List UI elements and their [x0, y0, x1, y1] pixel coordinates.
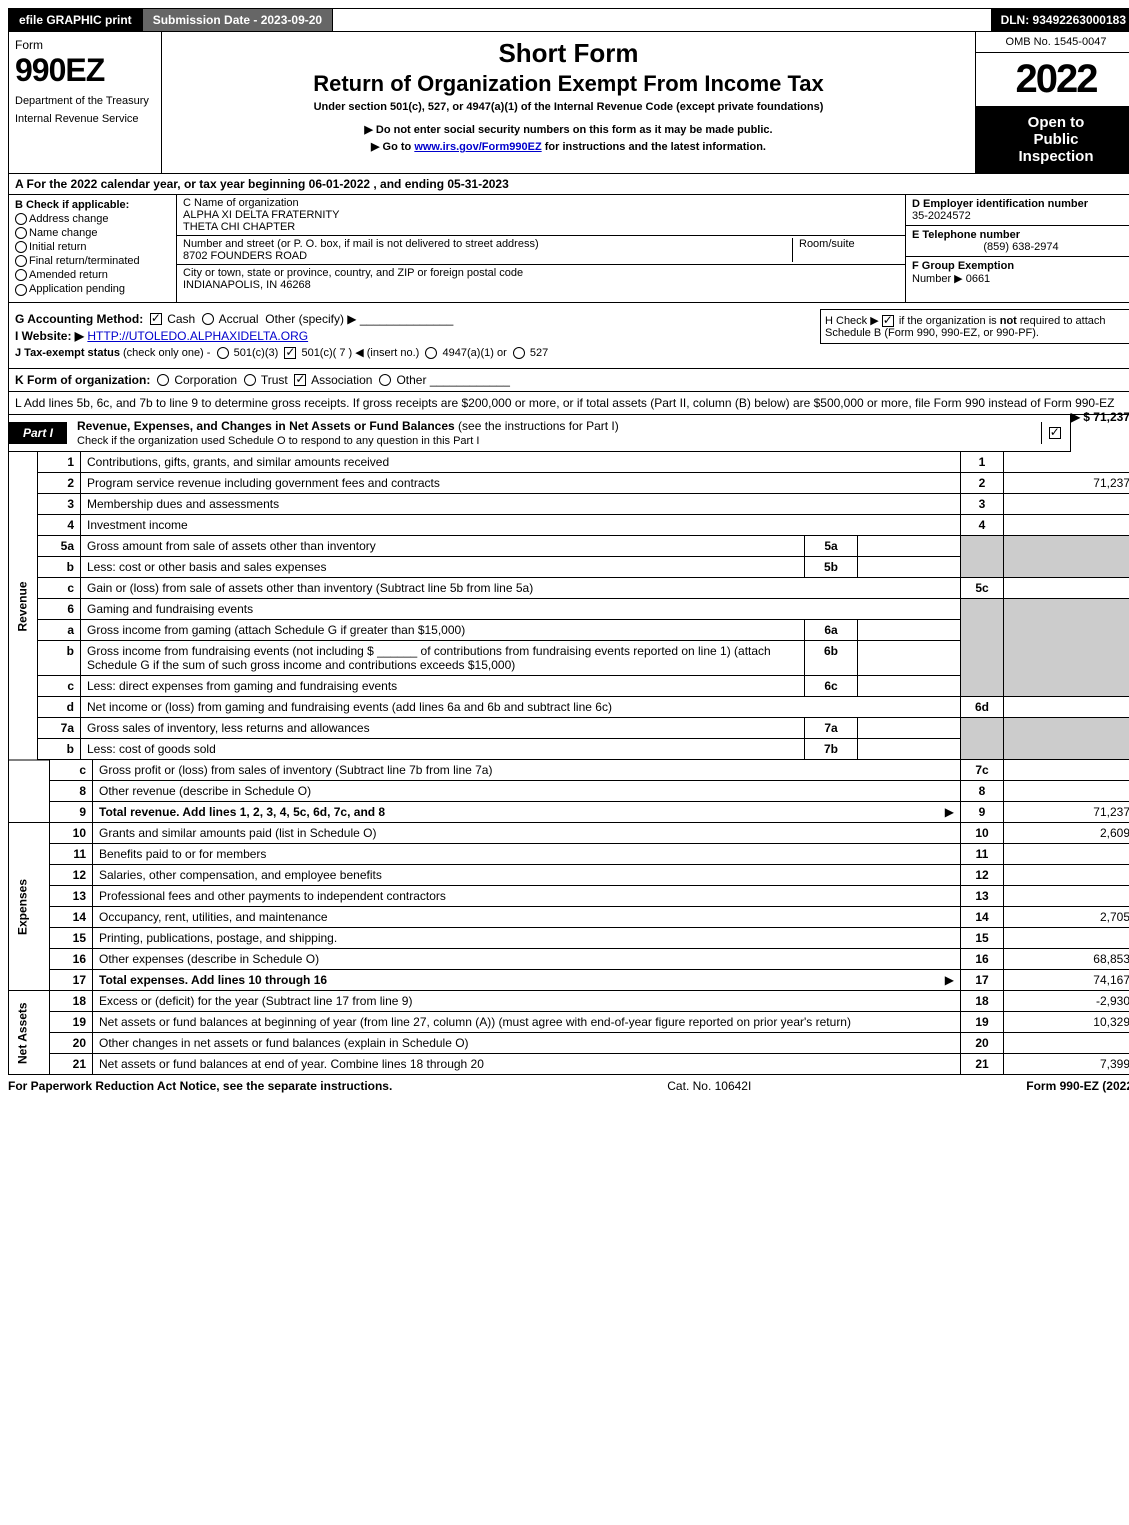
cb-501c3[interactable]: [217, 347, 229, 359]
cb-final-return[interactable]: Final return/terminated: [15, 255, 170, 267]
footer-right: Form 990-EZ (2022): [1026, 1079, 1129, 1093]
footer-center: Cat. No. 10642I: [667, 1079, 751, 1093]
section-k: K Form of organization: Corporation Trus…: [8, 369, 1129, 392]
cb-4947[interactable]: [425, 347, 437, 359]
irs-link[interactable]: www.irs.gov/Form990EZ: [414, 141, 541, 153]
h-checkbox[interactable]: [882, 315, 894, 327]
ssn-warning: ▶ Do not enter social security numbers o…: [174, 123, 963, 136]
cb-other-org[interactable]: [379, 374, 391, 386]
cb-501c[interactable]: [284, 347, 296, 359]
side-revenue: Revenue: [9, 452, 38, 760]
omb-number: OMB No. 1545-0047: [976, 32, 1129, 53]
section-j: J Tax-exempt status (check only one) - 5…: [15, 346, 1129, 359]
cb-527[interactable]: [513, 347, 525, 359]
section-b: B Check if applicable: Address change Na…: [9, 195, 177, 302]
cb-name-change[interactable]: Name change: [15, 227, 170, 239]
section-b-label: B Check if applicable:: [15, 199, 170, 211]
phone-value: (859) 638-2974: [912, 241, 1129, 253]
under-section-text: Under section 501(c), 527, or 4947(a)(1)…: [174, 101, 963, 113]
short-form-title: Short Form: [174, 38, 963, 69]
tax-year: 2022: [976, 53, 1129, 106]
form-label: Form: [15, 38, 155, 52]
dln-cell: DLN: 93492263000183: [991, 9, 1129, 31]
section-l: L Add lines 5b, 6c, and 7b to line 9 to …: [8, 392, 1129, 415]
room-suite-label: Room/suite: [799, 238, 899, 250]
part-1-table-2: c Gross profit or (loss) from sales of i…: [8, 760, 1129, 1076]
cb-amended-return[interactable]: Amended return: [15, 269, 170, 281]
row-a-tax-year: A For the 2022 calendar year, or tax yea…: [8, 174, 1129, 195]
org-name-label: C Name of organization: [183, 197, 899, 209]
org-name-2: THETA CHI CHAPTER: [183, 221, 899, 233]
schedule-o-checkbox[interactable]: [1041, 422, 1070, 444]
org-name-1: ALPHA XI DELTA FRATERNITY: [183, 209, 899, 221]
group-label2: Number ▶: [912, 273, 963, 285]
cb-application-pending[interactable]: Application pending: [15, 283, 170, 295]
street-label: Number and street (or P. O. box, if mail…: [183, 238, 786, 250]
submission-date-cell: Submission Date - 2023-09-20: [143, 9, 333, 31]
cb-address-change[interactable]: Address change: [15, 213, 170, 225]
group-label: F Group Exemption: [912, 260, 1014, 272]
return-title: Return of Organization Exempt From Incom…: [174, 71, 963, 97]
cb-association[interactable]: [294, 374, 306, 386]
page-footer: For Paperwork Reduction Act Notice, see …: [8, 1075, 1129, 1097]
section-ghij: H Check ▶ if the organization is not req…: [8, 303, 1129, 369]
dept-irs: Internal Revenue Service: [15, 113, 155, 125]
footer-left: For Paperwork Reduction Act Notice, see …: [8, 1079, 392, 1093]
city-value: INDIANAPOLIS, IN 46268: [183, 279, 899, 291]
section-c: C Name of organization ALPHA XI DELTA FR…: [177, 195, 905, 302]
city-label: City or town, state or province, country…: [183, 267, 899, 279]
cb-accrual[interactable]: [202, 313, 214, 325]
section-def: D Employer identification number 35-2024…: [905, 195, 1129, 302]
sections-bcdef: B Check if applicable: Address change Na…: [8, 195, 1129, 303]
section-h: H Check ▶ if the organization is not req…: [820, 309, 1129, 344]
open-inspection-box: Open to Public Inspection: [976, 106, 1129, 173]
ein-value: 35-2024572: [912, 210, 1129, 222]
goto-post: for instructions and the latest informat…: [542, 141, 766, 153]
form-number: 990EZ: [15, 52, 155, 89]
goto-pre: ▶ Go to: [371, 141, 414, 153]
cb-trust[interactable]: [244, 374, 256, 386]
group-value: 0661: [966, 273, 990, 285]
part-1-table: Revenue 1 Contributions, gifts, grants, …: [8, 452, 1129, 760]
phone-label: E Telephone number: [912, 229, 1129, 241]
part-1-tab: Part I: [9, 422, 67, 444]
part-1-title: Revenue, Expenses, and Changes in Net As…: [67, 415, 1041, 451]
ein-label: D Employer identification number: [912, 198, 1129, 210]
gross-receipts-amount: ▶ $ 71,237: [1071, 410, 1129, 424]
cb-initial-return[interactable]: Initial return: [15, 241, 170, 253]
street-value: 8702 FOUNDERS ROAD: [183, 250, 786, 262]
side-net-assets: Net Assets: [9, 991, 50, 1075]
form-header: Form 990EZ Department of the Treasury In…: [8, 32, 1129, 174]
part-1-header: Part I Revenue, Expenses, and Changes in…: [8, 415, 1071, 452]
top-bar: efile GRAPHIC print Submission Date - 20…: [8, 8, 1129, 32]
efile-cell[interactable]: efile GRAPHIC print: [9, 9, 143, 31]
side-expenses: Expenses: [9, 823, 50, 991]
cb-cash[interactable]: [150, 313, 162, 325]
dept-treasury: Department of the Treasury: [15, 95, 155, 107]
website-link[interactable]: HTTP://UTOLEDO.ALPHAXIDELTA.ORG: [87, 329, 308, 343]
cb-corporation[interactable]: [157, 374, 169, 386]
